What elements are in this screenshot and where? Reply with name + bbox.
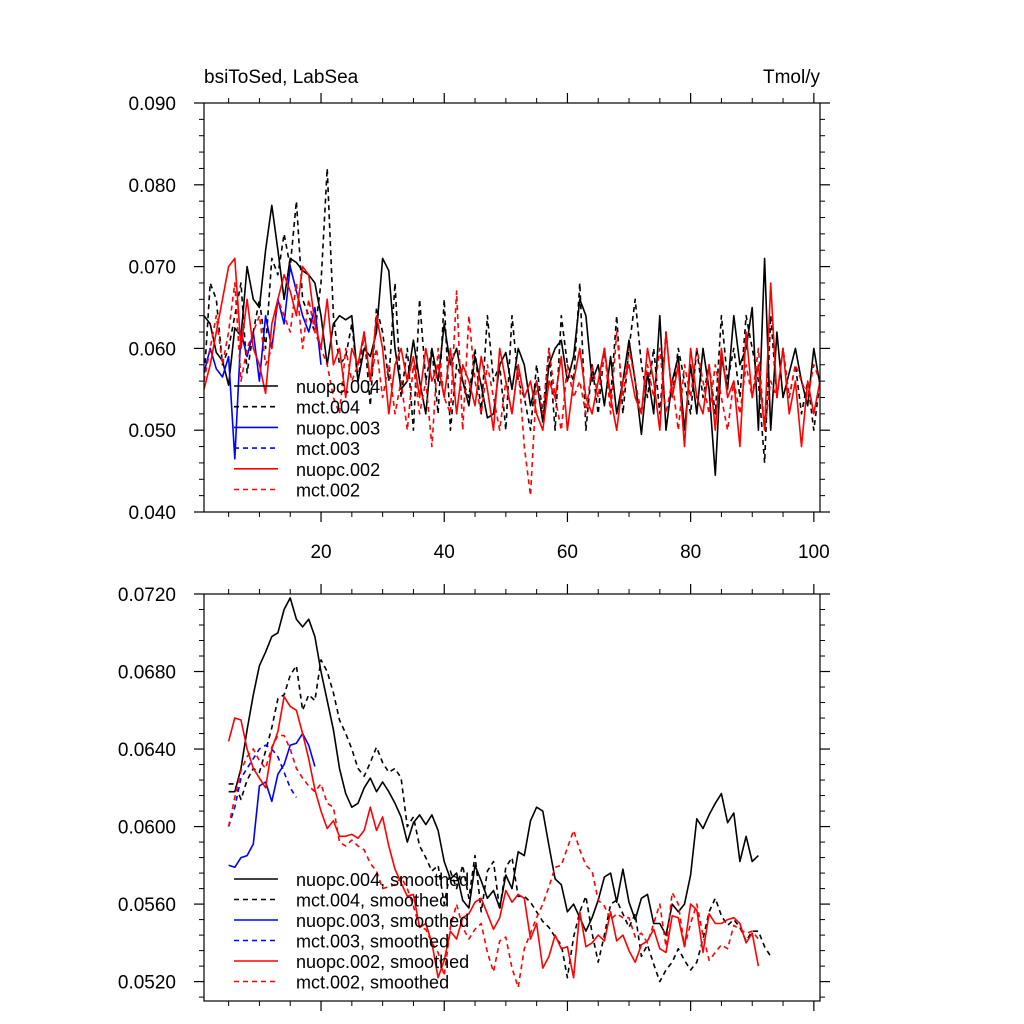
legend-label: nuopc.004 (296, 377, 380, 397)
y-tick-label: 0.090 (128, 94, 176, 115)
y-tick-label: 0.060 (128, 339, 176, 360)
y-tick-label: 0.0600 (118, 818, 176, 839)
legend-label: mct.003 (296, 439, 360, 459)
chart-title-left: bsiToSed, LabSea (204, 67, 359, 88)
series-line-nuopc-002-smoothed (227, 695, 760, 979)
legend-label: mct.004 (296, 398, 360, 418)
y-tick-label: 0.0640 (118, 740, 176, 761)
top-plot-area: 20 40 60 80 100 0.040 0.050 0.060 0.070 0.080 0.09… (128, 93, 830, 563)
legend: nuopc.004mct.004nuopc.003mct.003nuopc.00… (234, 377, 380, 501)
bottom-chart: 0.0520 0.0560 0.0600 0.0640 0.0680 0.0720 nuop… (118, 584, 830, 1011)
legend-label: mct.004, smoothed (296, 891, 449, 911)
series-line-nuopc-003-smoothed (228, 732, 316, 869)
plot-frame (203, 102, 821, 513)
series-line-nuopc-003 (204, 265, 322, 460)
x-tick-label: 60 (557, 542, 578, 563)
x-tick-label: 40 (434, 542, 455, 563)
top-chart: bsiToSed, LabSea Tmol/y 20 40 60 80 100 0.040… (128, 67, 830, 563)
series-line-nuopc-002 (204, 257, 820, 448)
legend-label: nuopc.003 (296, 418, 380, 438)
plot-frame (203, 593, 821, 1002)
bottom-plot-area: 0.0520 0.0560 0.0600 0.0640 0.0680 0.0720 nuop… (118, 584, 830, 1011)
y-tick-label: 0.0560 (118, 895, 176, 916)
x-tick-label: 100 (798, 542, 830, 563)
legend-label: mct.003, smoothed (296, 932, 449, 952)
y-tick-label: 0.040 (128, 503, 176, 524)
x-tick-label: 20 (310, 542, 331, 563)
x-tick-label: 80 (680, 542, 701, 563)
series-line-mct-003-smoothed (227, 744, 298, 827)
y-tick-label: 0.080 (128, 176, 176, 197)
legend-label: mct.002, smoothed (296, 973, 449, 993)
legend-label: mct.002 (296, 481, 360, 501)
y-tick-label: 0.070 (128, 258, 176, 279)
y-tick-label: 0.0720 (118, 585, 176, 606)
legend-label: nuopc.003, smoothed (296, 911, 469, 931)
chart-title-right: Tmol/y (763, 67, 821, 88)
y-tick-label: 0.050 (128, 421, 176, 442)
legend-label: nuopc.004, smoothed (296, 870, 469, 890)
y-tick-label: 0.0680 (118, 663, 176, 684)
legend-label: nuopc.002, smoothed (296, 952, 469, 972)
legend-label: nuopc.002 (296, 460, 380, 480)
y-tick-label: 0.0520 (118, 973, 176, 994)
series-line-mct-002 (204, 282, 820, 497)
